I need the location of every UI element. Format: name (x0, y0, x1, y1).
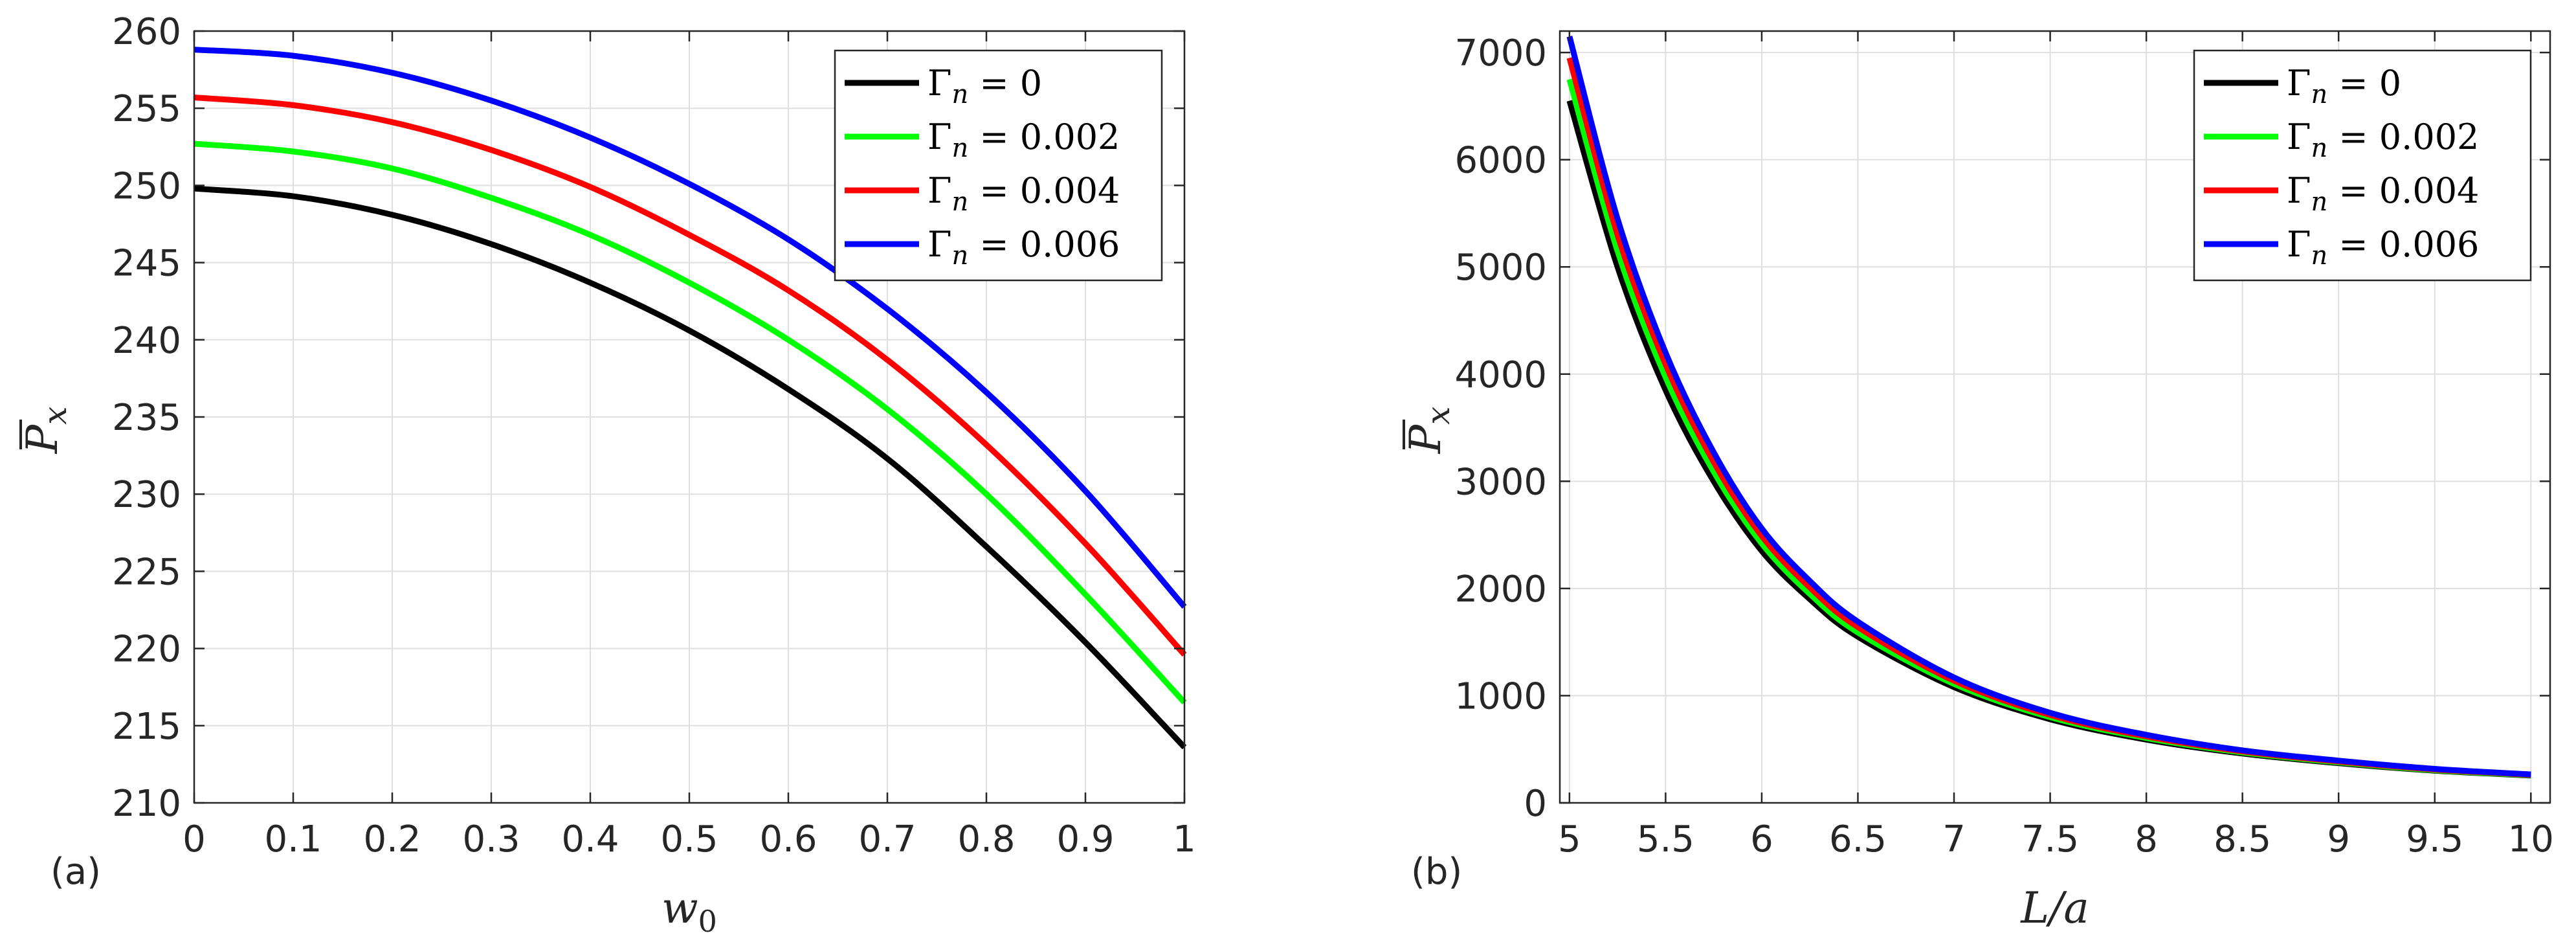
y-axis-title-subscript: x (1419, 407, 1457, 425)
y-tick-label: 255 (112, 88, 181, 130)
x-tick-label: 6.5 (1829, 818, 1887, 860)
series-line-3 (1566, 36, 2531, 778)
legend-entry-2: Γn = 0.004 (2287, 170, 2479, 217)
legend-entry-value: = 0.006 (968, 224, 1120, 265)
y-tick-label: 235 (112, 397, 181, 439)
panel-label: (a) (50, 851, 101, 893)
legend-entry-value: = 0.002 (2327, 117, 2479, 157)
legend-entry-0: Γn = 0 (927, 63, 1042, 109)
legend-entry-subscript: n (951, 187, 968, 217)
legend-entry-subscript: n (951, 133, 968, 163)
x-tick-label: 8.5 (2214, 818, 2271, 860)
x-tick-label: 0.7 (858, 818, 916, 860)
y-axis-title-subscript: x (36, 407, 74, 425)
legend-entry-subscript: n (951, 241, 968, 271)
x-tick-label: 0.6 (759, 818, 817, 860)
x-tick-label: 6 (1750, 818, 1773, 860)
chart-panel-a: 0 0.1 0.2 0.3 0.4 0.5 0.6 0.7 0.8 0.9 1 210 215 220 22… (17, 11, 1196, 939)
series-line-1 (194, 140, 1187, 705)
legend-entry-subscript: n (2311, 187, 2327, 217)
legend-entry-value: = 0.004 (2327, 170, 2479, 211)
y-tick-label: 7000 (1454, 32, 1547, 74)
series-line-2 (194, 95, 1187, 657)
x-tick-label: 0.8 (957, 818, 1015, 860)
y-tick-label: 6000 (1454, 140, 1547, 182)
x-tick-label: 5.5 (1637, 818, 1694, 860)
y-tick-label: 4000 (1454, 354, 1547, 396)
axes-box (1559, 30, 2551, 804)
x-tick-label: 9 (2327, 818, 2350, 860)
y-tick-label: 245 (112, 243, 181, 285)
x-tick-label: 10 (2508, 818, 2554, 860)
x-tick-label: 0.9 (1056, 818, 1114, 860)
y-tick-label: 1000 (1454, 675, 1547, 717)
series-line-3 (194, 47, 1187, 609)
y-axis-title: Px (1401, 407, 1457, 455)
y-axis-title: Px (17, 407, 74, 455)
x-tick-label: 0.2 (363, 818, 421, 860)
y-axis-title-group: Px (17, 407, 74, 455)
y-tick-label: 210 (112, 783, 181, 825)
x-tick-label: 8 (2135, 818, 2158, 860)
y-tick-label: 250 (112, 165, 181, 207)
x-tick-label: 1 (1173, 818, 1196, 860)
x-tick-label: 0.5 (660, 818, 718, 860)
x-axis-title: L/a (2020, 883, 2089, 933)
y-tick-label: 5000 (1454, 247, 1547, 289)
x-tick-label: 7 (1942, 818, 1966, 860)
x-tick-label: 0 (183, 818, 206, 860)
x-tick-label: 0.4 (561, 818, 619, 860)
legend-entry-1: Γn = 0.002 (2287, 117, 2479, 163)
legend-entry-value: = 0.002 (968, 117, 1120, 157)
x-tick-label: 0.1 (264, 818, 322, 860)
legend-entry-value: = 0 (968, 63, 1042, 104)
x-tick-label: 9.5 (2406, 818, 2463, 860)
y-tick-label: 2000 (1454, 568, 1547, 611)
x-tick-label: 7.5 (2021, 818, 2079, 860)
panel-label: (b) (1411, 851, 1462, 893)
y-axis-title-group: Px (1401, 407, 1457, 455)
y-tick-label: 0 (1524, 783, 1547, 825)
series-line-0 (194, 185, 1187, 750)
y-tick-label: 260 (112, 11, 181, 53)
x-tick-label: 0.3 (462, 818, 520, 860)
y-tick-label: 3000 (1454, 461, 1547, 503)
y-tick-label: 230 (112, 474, 181, 516)
x-axis-title: w0 (661, 883, 717, 939)
y-tick-label: 240 (112, 320, 181, 362)
chart-panel-b: 5 5.5 6 6.5 7 7.5 8 8.5 9 9.5 10 0 1000 2000 3000 4000 5… (1401, 30, 2554, 933)
legend-entry-subscript: n (2311, 241, 2327, 271)
legend-entry-0: Γn = 0 (2287, 63, 2401, 109)
legend-entry-subscript: n (951, 80, 968, 109)
legend-entry-subscript: n (2311, 133, 2327, 163)
x-axis-title-subscript: 0 (698, 904, 717, 939)
legend-entry-3: Γn = 0.006 (927, 224, 1120, 271)
legend-entry-value: = 0 (2327, 63, 2401, 104)
y-tick-label: 215 (112, 706, 181, 748)
y-tick-label: 225 (112, 551, 181, 593)
legend-entry-subscript: n (2311, 80, 2327, 109)
legend-entry-value: = 0.004 (968, 170, 1120, 211)
x-tick-label: 5 (1558, 818, 1581, 860)
y-tick-label: 220 (112, 629, 181, 671)
legend-entry-value: = 0.006 (2327, 224, 2479, 265)
